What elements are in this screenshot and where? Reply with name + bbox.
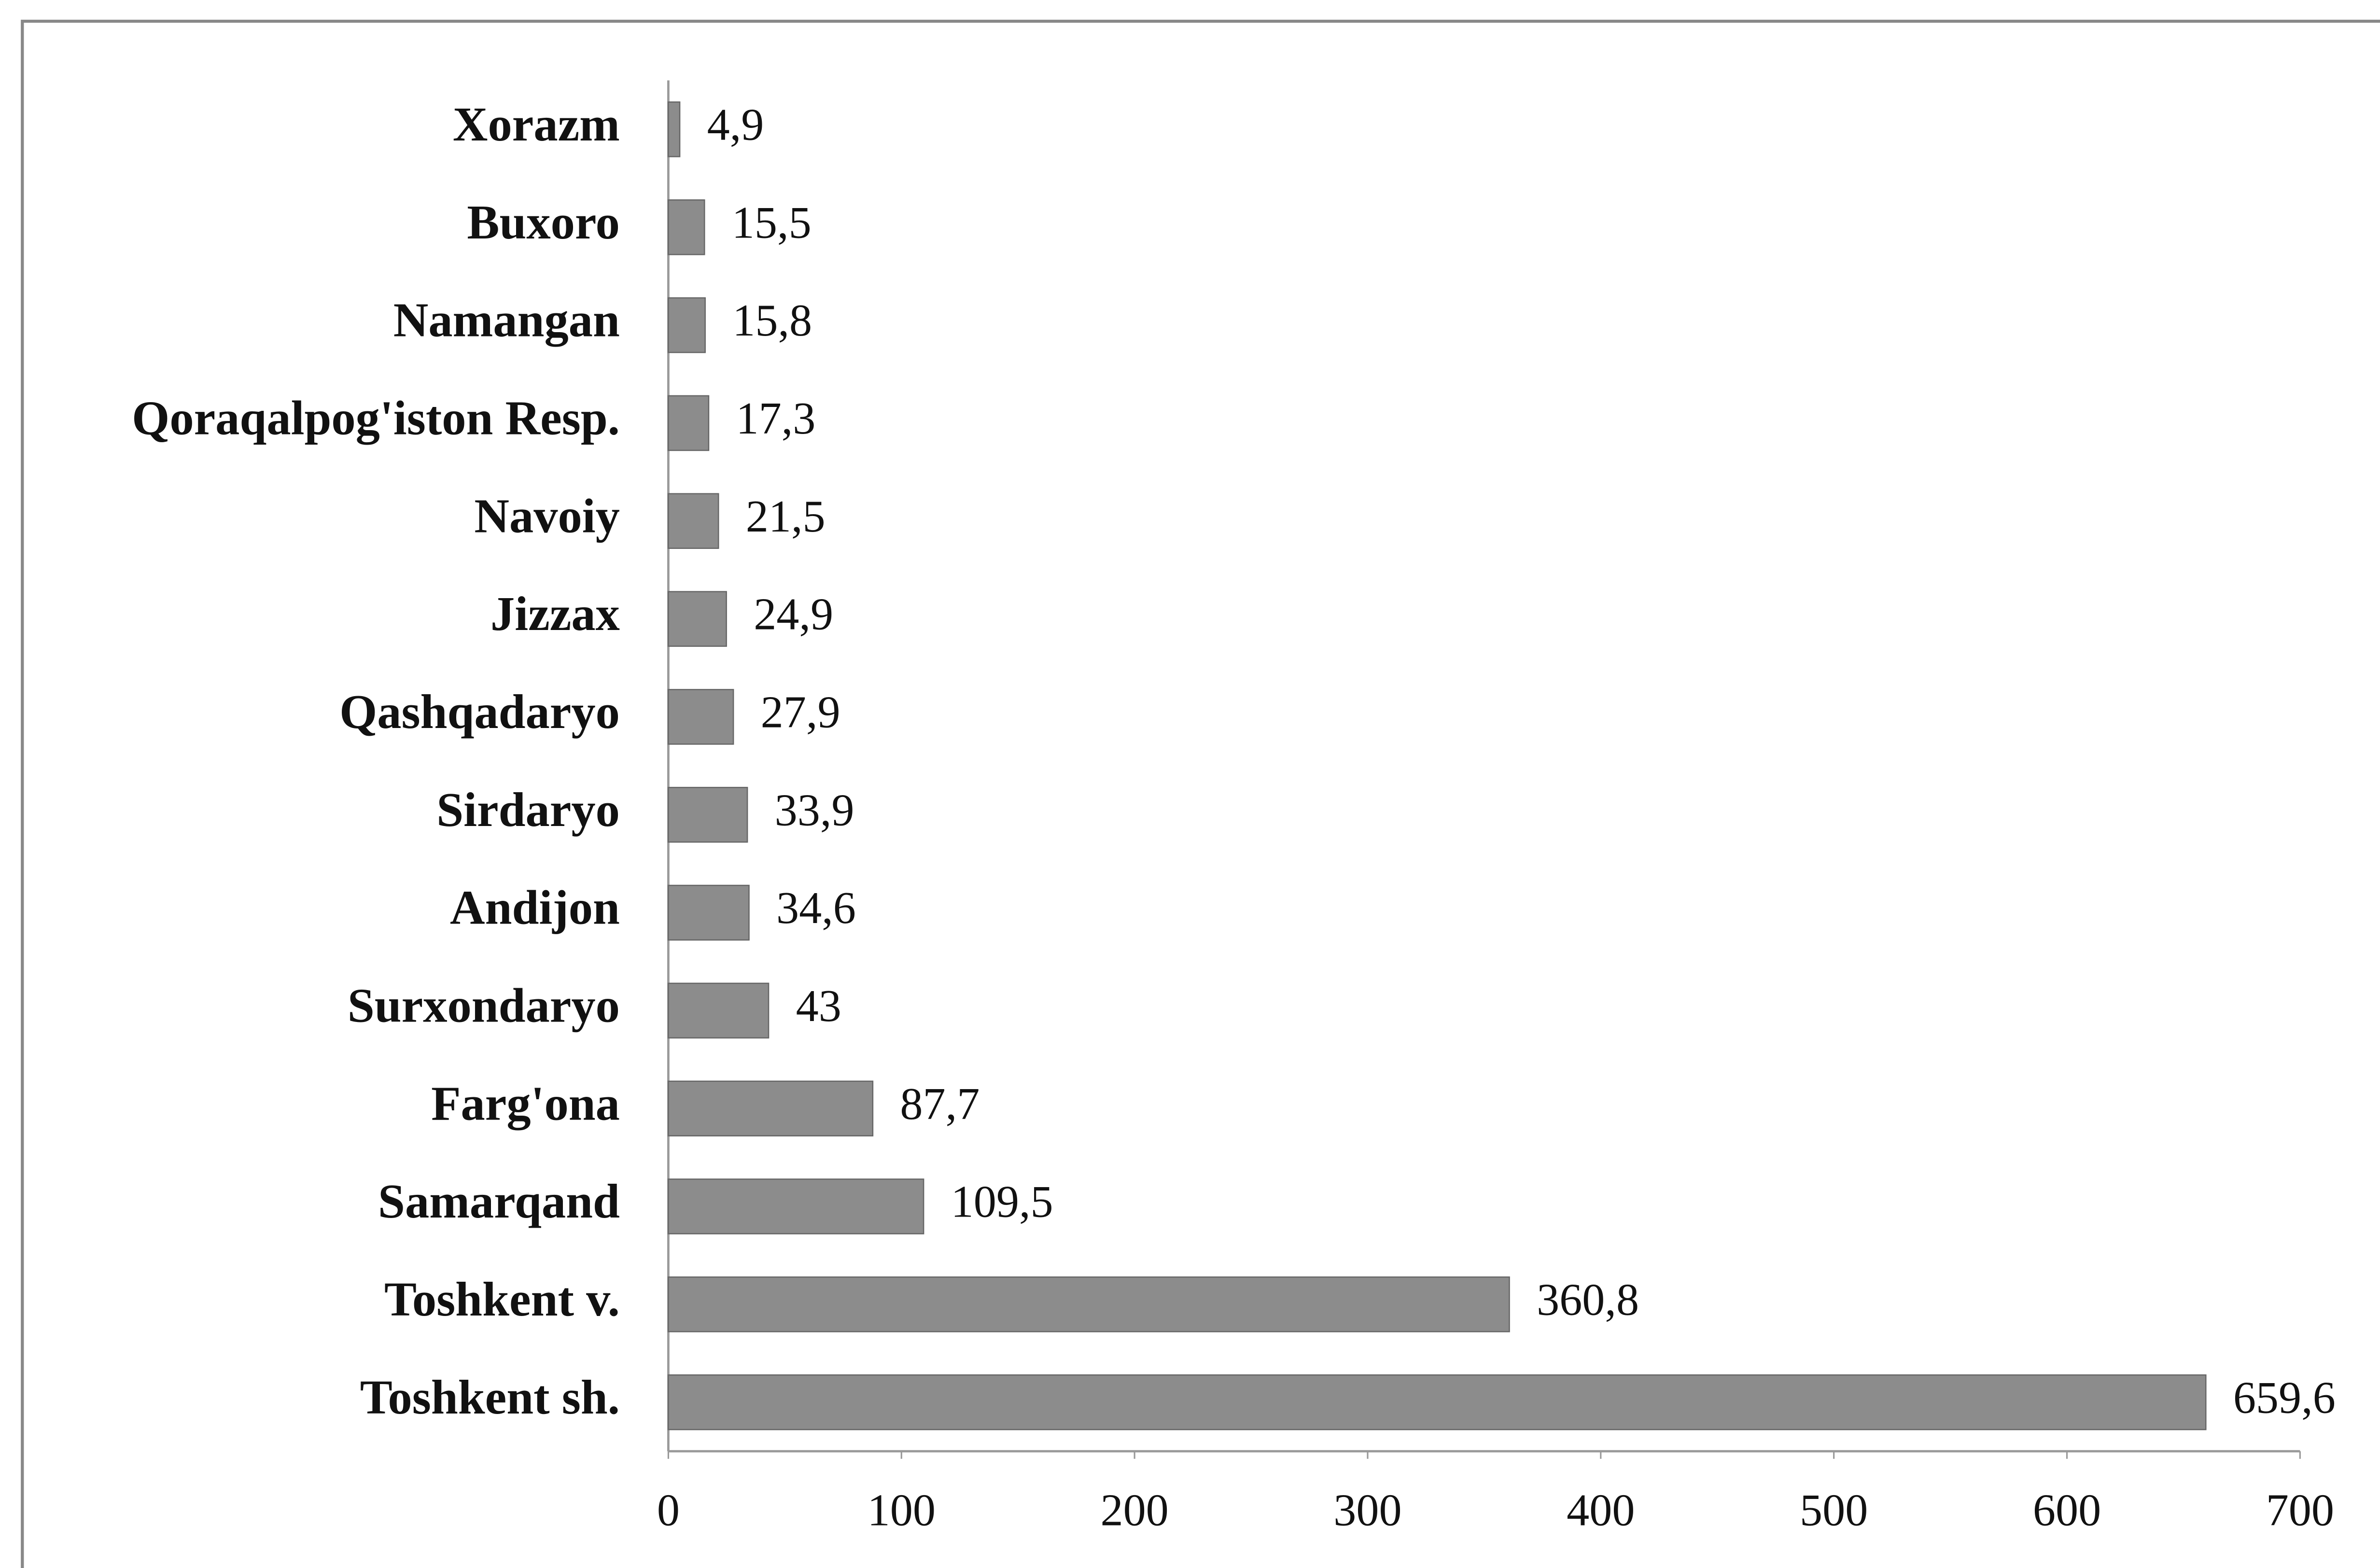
data-label: 24,9	[754, 589, 833, 640]
x-tick-label: 100	[868, 1485, 936, 1536]
bar	[668, 395, 710, 451]
bar	[668, 1080, 874, 1137]
x-tick-label: 300	[1333, 1485, 1401, 1536]
bar	[668, 1374, 2207, 1430]
y-tick-label: Jizzax	[490, 587, 620, 641]
y-tick-label: Farg'ona	[431, 1076, 620, 1130]
y-tick-label: Andijon	[450, 881, 620, 935]
chart-frame	[21, 19, 2380, 1568]
data-label: 15,5	[732, 197, 812, 248]
bar	[668, 101, 681, 157]
y-tick-label: Buxoro	[467, 195, 619, 249]
bar	[668, 297, 706, 353]
y-tick-label: Toshkent v.	[384, 1272, 620, 1326]
y-tick-label: Samarqand	[378, 1174, 620, 1228]
y-tick-label: Surxondaryo	[348, 978, 620, 1032]
data-label: 15,8	[732, 295, 812, 346]
bar	[668, 199, 705, 255]
x-tick-label: 0	[657, 1485, 680, 1536]
y-tick-label: Qoraqalpog'iston Resp.	[132, 391, 620, 445]
y-tick-label: Toshkent sh.	[360, 1370, 620, 1424]
data-label: 34,6	[776, 883, 856, 933]
bar	[668, 884, 750, 941]
data-label: 87,7	[900, 1079, 980, 1129]
data-label: 4,9	[707, 100, 764, 150]
x-tick-label: 400	[1567, 1485, 1635, 1536]
data-label: 21,5	[746, 491, 826, 542]
x-tick-label: 500	[1800, 1485, 1868, 1536]
y-tick-label: Qashqadaryo	[339, 685, 620, 739]
bar	[668, 591, 727, 647]
x-tick-label: 700	[2266, 1485, 2334, 1536]
data-label: 109,5	[951, 1177, 1053, 1227]
data-label: 43	[796, 981, 841, 1031]
data-label: 17,3	[736, 393, 816, 444]
y-tick-label: Sirdaryo	[436, 783, 620, 837]
x-tick-label: 600	[2033, 1485, 2101, 1536]
bar	[668, 786, 748, 843]
x-tick-label: 200	[1100, 1485, 1168, 1536]
bar	[668, 689, 734, 745]
y-tick-label: Namangan	[393, 293, 620, 347]
bar	[668, 1276, 1510, 1332]
bar	[668, 982, 770, 1039]
y-tick-label: Navoiy	[474, 489, 620, 543]
bar	[668, 493, 719, 549]
data-label: 33,9	[775, 785, 854, 835]
bar	[668, 1178, 924, 1234]
y-tick-label: Xorazm	[453, 97, 620, 151]
data-label: 360,8	[1537, 1275, 1639, 1325]
data-label: 27,9	[761, 687, 840, 738]
data-label: 659,6	[2233, 1372, 2336, 1423]
